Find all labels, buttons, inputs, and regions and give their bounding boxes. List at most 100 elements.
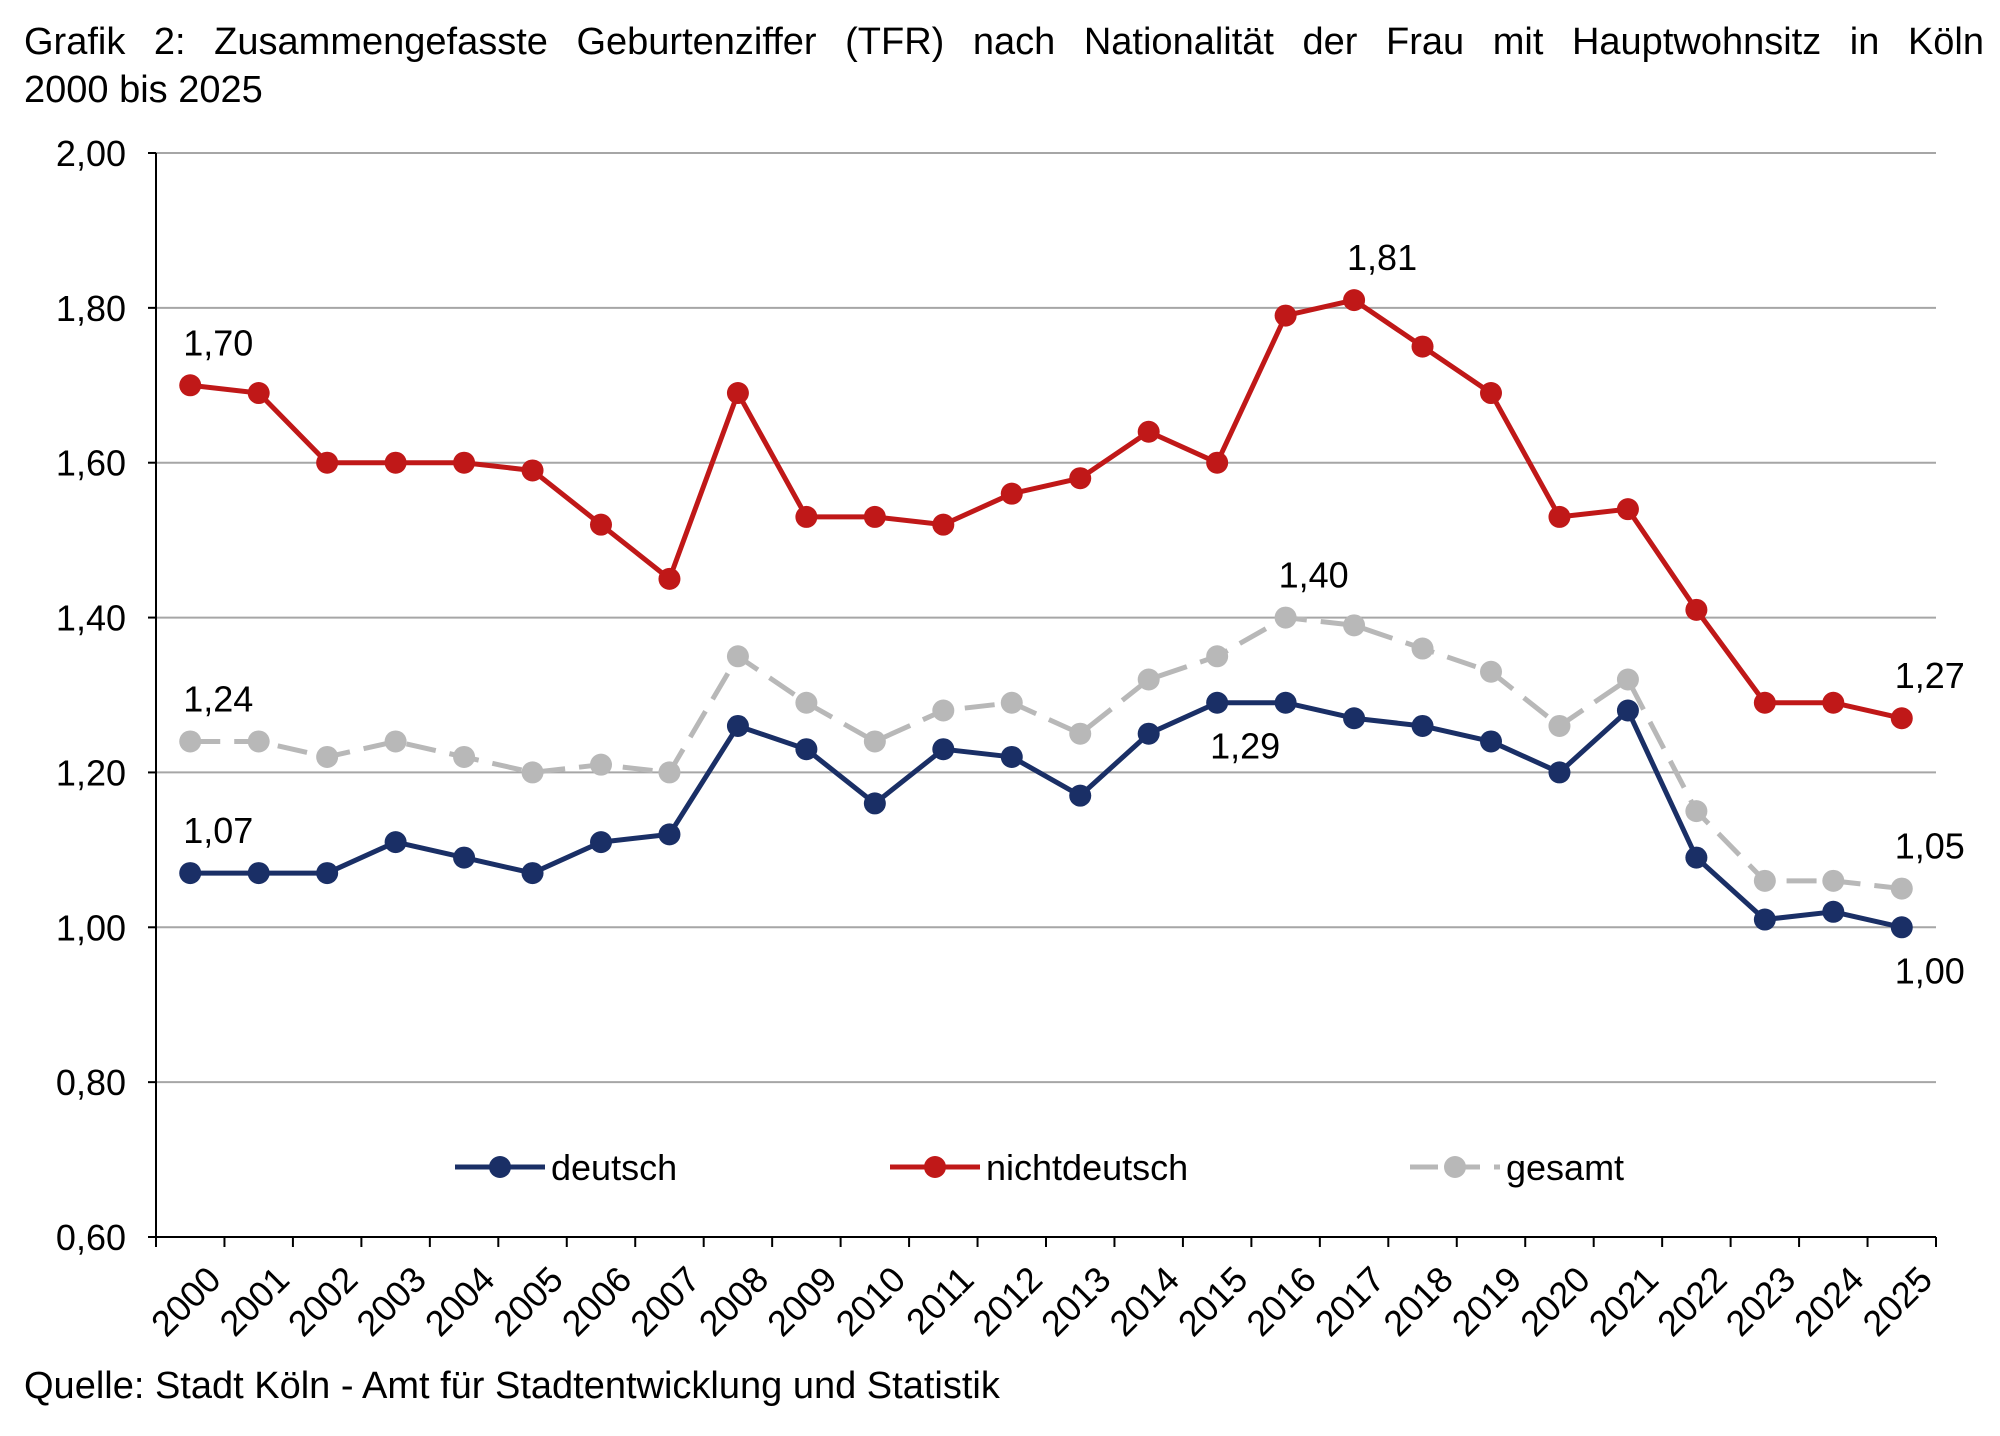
- data-point-nichtdeutsch: [1000, 482, 1023, 505]
- y-tick-label: 0,60: [56, 1217, 126, 1258]
- data-point-nichtdeutsch: [316, 451, 339, 474]
- data-point-nichtdeutsch: [1616, 498, 1639, 521]
- x-tick-label: 2012: [964, 1258, 1050, 1340]
- series-line-deutsch: [190, 700, 1903, 930]
- data-point-deutsch: [1206, 691, 1229, 714]
- x-tick-label: 2001: [211, 1258, 297, 1340]
- data-point-deutsch: [1753, 908, 1776, 931]
- data-point-nichtdeutsch: [590, 513, 612, 536]
- data-point-nichtdeutsch: [1753, 691, 1776, 714]
- x-tick-label: 2020: [1512, 1258, 1598, 1340]
- series-gesamt: [179, 606, 1913, 900]
- y-tick-label: 1,40: [56, 598, 126, 639]
- data-point-nichtdeutsch: [1822, 691, 1845, 714]
- data-point-nichtdeutsch: [863, 505, 886, 528]
- x-tick-label: 2006: [554, 1258, 640, 1340]
- data-point-deutsch: [932, 738, 955, 761]
- x-tick-label: 2003: [348, 1258, 434, 1340]
- x-tick-label: 2013: [1033, 1258, 1119, 1340]
- data-point-nichtdeutsch: [932, 513, 955, 536]
- tfr-line-chart: 0,60 0,80 1,00 1,20 1,40 1,60 1,80 2,00 20002001…: [56, 133, 1965, 1340]
- x-tick-label: 2015: [1170, 1258, 1256, 1340]
- chart-title-line2: 2000 bis 2025: [24, 69, 263, 111]
- x-tick-label: 2025: [1854, 1258, 1940, 1340]
- data-point-deutsch: [1137, 722, 1160, 745]
- data-point-deutsch: [795, 738, 818, 761]
- data-point-deutsch: [316, 862, 339, 885]
- y-tick-label: 1,60: [56, 443, 126, 484]
- data-point-nichtdeutsch: [179, 374, 202, 397]
- legend-label: gesamt: [1506, 1147, 1624, 1188]
- data-label-deutsch: 1,00: [1895, 950, 1965, 991]
- data-point-deutsch: [1274, 691, 1297, 714]
- y-tick-label: 1,80: [56, 288, 126, 329]
- data-point-gesamt: [1480, 660, 1502, 683]
- data-point-nichtdeutsch: [1206, 451, 1229, 474]
- data-point-deutsch: [1616, 699, 1639, 722]
- x-tick-label: 2024: [1786, 1258, 1872, 1340]
- x-tick-label: 2017: [1307, 1258, 1393, 1340]
- x-tick-label: 2005: [485, 1258, 571, 1340]
- data-point-gesamt: [453, 745, 476, 768]
- chart-title-line1: Grafik 2: Zusammengefasste Geburtenziffe…: [24, 21, 1984, 63]
- data-point-deutsch: [726, 714, 749, 737]
- data-point-nichtdeutsch: [1411, 335, 1434, 358]
- data-point-nichtdeutsch: [1069, 467, 1092, 490]
- legend-marker: [1444, 1156, 1466, 1178]
- data-point-gesamt: [1411, 637, 1434, 660]
- data-point-nichtdeutsch: [1480, 382, 1502, 405]
- x-tick-label: 2008: [691, 1258, 777, 1340]
- chart-title: Grafik 2: Zusammengefasste Geburtenziffe…: [24, 18, 1984, 114]
- data-point-deutsch: [1000, 745, 1023, 768]
- x-tick-label: 2009: [759, 1258, 845, 1340]
- data-point-gesamt: [1822, 869, 1845, 892]
- data-point-gesamt: [179, 730, 202, 753]
- data-label-gesamt: 1,05: [1895, 826, 1965, 867]
- legend-item-nichtdeutsch: nichtdeutsch: [890, 1147, 1188, 1188]
- data-point-nichtdeutsch: [658, 567, 681, 590]
- data-point-gesamt: [590, 753, 612, 776]
- data-point-deutsch: [1343, 707, 1366, 730]
- data-point-gesamt: [316, 745, 339, 768]
- data-point-deutsch: [1685, 846, 1708, 869]
- series-line-gesamt: [190, 615, 1903, 892]
- data-label-deutsch: 1,07: [183, 810, 253, 851]
- data-point-deutsch: [1411, 714, 1434, 737]
- x-tick-label: 2022: [1649, 1258, 1735, 1340]
- data-label-nichtdeutsch: 1,70: [183, 322, 253, 363]
- data-point-gesamt: [932, 699, 955, 722]
- data-point-nichtdeutsch: [247, 382, 270, 405]
- data-point-nichtdeutsch: [1137, 420, 1160, 443]
- y-tick-label: 1,00: [56, 907, 126, 948]
- data-point-deutsch: [1822, 900, 1845, 923]
- x-tick-label: 2007: [622, 1258, 708, 1340]
- data-point-deutsch: [1069, 784, 1092, 807]
- data-point-gesamt: [1274, 606, 1297, 629]
- data-point-gesamt: [1206, 645, 1229, 668]
- x-tick-label: 2010: [828, 1258, 914, 1340]
- data-point-gesamt: [384, 730, 407, 753]
- data-point-nichtdeutsch: [384, 451, 407, 474]
- data-point-nichtdeutsch: [1343, 289, 1366, 312]
- data-point-nichtdeutsch: [453, 451, 476, 474]
- data-point-gesamt: [795, 691, 818, 714]
- data-point-gesamt: [658, 761, 681, 784]
- data-point-nichtdeutsch: [521, 459, 544, 482]
- legend-item-gesamt: gesamt: [1410, 1147, 1624, 1188]
- data-point-gesamt: [726, 645, 749, 668]
- data-point-deutsch: [179, 862, 202, 885]
- legend-marker: [924, 1156, 946, 1178]
- data-point-gesamt: [1548, 714, 1571, 737]
- x-tick-label: 2004: [417, 1258, 503, 1340]
- data-point-deutsch: [1548, 761, 1571, 784]
- source-note: Quelle: Stadt Köln - Amt für Stadtentwic…: [24, 1365, 1000, 1407]
- data-point-deutsch: [658, 823, 681, 846]
- legend-label: nichtdeutsch: [986, 1147, 1188, 1188]
- y-tick-label: 0,80: [56, 1062, 126, 1103]
- data-point-gesamt: [1069, 722, 1092, 745]
- legend-item-deutsch: deutsch: [455, 1147, 677, 1188]
- data-point-deutsch: [1480, 730, 1502, 753]
- data-point-gesamt: [1753, 869, 1776, 892]
- data-point-gesamt: [863, 730, 886, 753]
- x-tick-label: 2011: [898, 1258, 982, 1340]
